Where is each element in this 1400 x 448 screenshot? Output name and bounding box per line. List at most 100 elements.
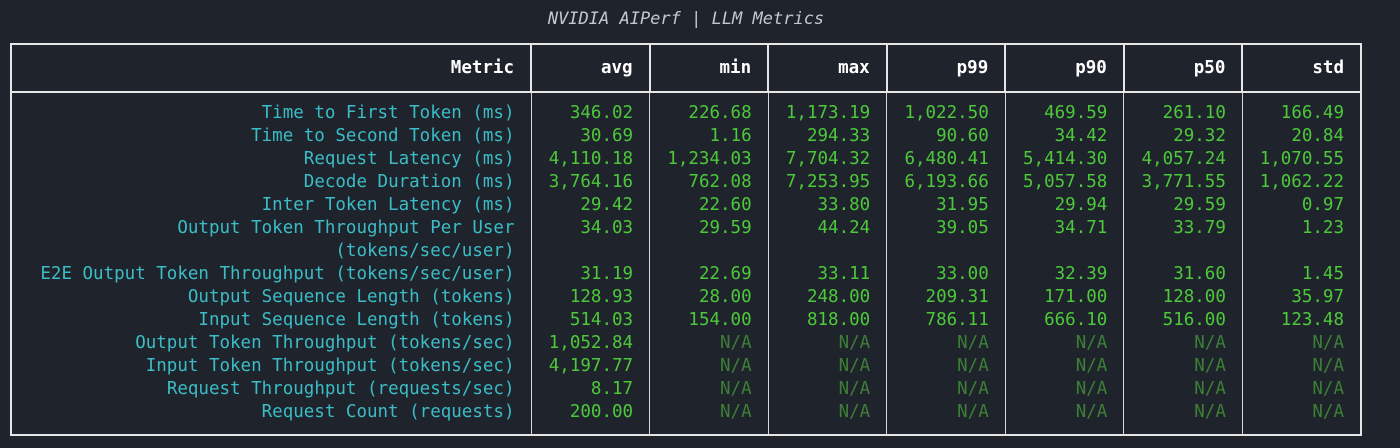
value-cell: 166.49 — [1241, 92, 1361, 125]
header-cell: p90 — [1004, 43, 1125, 93]
table-row: Decode Duration (ms) 3,764.16 762.08 7,253.… — [11, 171, 1361, 194]
value-cell: 1,173.19 — [767, 92, 887, 125]
value-cell: 171.00 — [1004, 286, 1124, 309]
table-row: Request Throughput (requests/sec) 8.17 N/A… — [11, 378, 1361, 401]
header-row: Metric avg min max p99 p90 p50 std — [10, 43, 1362, 93]
value-cell: 7,253.95 — [767, 171, 887, 194]
value-cell: 294.33 — [767, 125, 887, 148]
value-cell: 0.97 — [1241, 194, 1361, 217]
value-cell: N/A — [1241, 401, 1361, 435]
value-cell: N/A — [1123, 355, 1243, 378]
value-cell: 32.39 — [1004, 263, 1124, 286]
value-cell: 33.79 — [1123, 217, 1243, 263]
value-cell: 4,057.24 — [1123, 148, 1243, 171]
value-cell: 1.45 — [1241, 263, 1361, 286]
metric-name: Input Token Throughput (tokens/sec) — [145, 356, 515, 376]
value-cell: 20.84 — [1241, 125, 1361, 148]
table-row: Time to First Token (ms) 346.02 226.68 1,17… — [11, 92, 1361, 125]
value-cell: N/A — [886, 401, 1006, 435]
value-cell: 6,193.66 — [886, 171, 1006, 194]
value-cell: 1.16 — [649, 125, 769, 148]
value-cell: 514.03 — [530, 309, 650, 332]
value-cell: 8.17 — [530, 378, 650, 401]
value-cell: 31.19 — [530, 263, 650, 286]
value-cell: 1,022.50 — [886, 92, 1006, 125]
value-cell: 28.00 — [649, 286, 769, 309]
value-cell: N/A — [649, 332, 769, 355]
metric-name: E2E Output Token Throughput (tokens/sec/… — [40, 264, 515, 284]
header-cell: avg — [530, 43, 651, 93]
value-cell: 39.05 — [886, 217, 1006, 263]
value-cell: 128.93 — [530, 286, 650, 309]
metric-name: Time to First Token (ms) — [261, 103, 515, 123]
value-cell: 4,110.18 — [530, 148, 650, 171]
metric-name: Input Sequence Length (tokens) — [198, 310, 515, 330]
value-cell: 1,062.22 — [1241, 171, 1361, 194]
metric-name: Output Sequence Length (tokens) — [187, 287, 515, 307]
metric-name: Request Latency (ms) — [303, 149, 515, 169]
value-cell: N/A — [767, 355, 887, 378]
metric-name: Request Count (requests) — [261, 402, 515, 422]
metric-name: Output Token Throughput (tokens/sec) — [135, 333, 515, 353]
value-cell: N/A — [1123, 378, 1243, 401]
table-row: Request Count (requests) 200.00 N/A N/A N/A N… — [11, 401, 1361, 435]
metric-name: Decode Duration (ms) — [303, 172, 515, 192]
value-cell: 666.10 — [1004, 309, 1124, 332]
value-cell: N/A — [1241, 332, 1361, 355]
value-cell: N/A — [886, 378, 1006, 401]
metrics-table: Metric avg min max p99 p90 p50 std Time to Firs… — [10, 43, 1362, 436]
header-cell: std — [1241, 43, 1362, 93]
table-title: NVIDIA AIPerf | LLM Metrics — [547, 9, 825, 29]
value-cell: 29.94 — [1004, 194, 1124, 217]
value-cell: 33.11 — [767, 263, 887, 286]
value-cell: N/A — [1241, 355, 1361, 378]
value-cell: N/A — [1123, 401, 1243, 435]
value-cell: 3,764.16 — [530, 171, 650, 194]
value-cell: 31.60 — [1123, 263, 1243, 286]
value-cell: 762.08 — [649, 171, 769, 194]
value-cell: 44.24 — [767, 217, 887, 263]
value-cell: 29.59 — [649, 217, 769, 263]
value-cell: 29.42 — [530, 194, 650, 217]
metric-name: Inter Token Latency (ms) — [261, 195, 515, 215]
value-cell: 5,414.30 — [1004, 148, 1124, 171]
value-cell: 469.59 — [1004, 92, 1124, 125]
header-cell: p99 — [885, 43, 1007, 93]
value-cell: 154.00 — [649, 309, 769, 332]
value-cell: N/A — [886, 355, 1006, 378]
table-row: Input Sequence Length (tokens) 514.03 154.… — [11, 309, 1361, 332]
value-cell: 516.00 — [1123, 309, 1243, 332]
value-cell: N/A — [886, 332, 1006, 355]
value-cell: 34.71 — [1004, 217, 1124, 263]
value-cell: N/A — [649, 378, 769, 401]
table-header: Metric avg min max p99 p90 p50 std — [10, 43, 1362, 93]
value-cell: 818.00 — [767, 309, 887, 332]
table-row: Inter Token Latency (ms) 29.42 22.60 33.80 3… — [11, 194, 1361, 217]
value-cell: 5,057.58 — [1004, 171, 1124, 194]
value-cell: 346.02 — [530, 92, 650, 125]
table-row: E2E Output Token Throughput (tokens/sec/… — [11, 263, 1361, 286]
value-cell: 34.42 — [1004, 125, 1124, 148]
value-cell: N/A — [1004, 355, 1124, 378]
value-cell: 200.00 — [530, 401, 650, 435]
value-cell: 35.97 — [1241, 286, 1361, 309]
metric-name: Output Token Throughput Per User (tokens… — [177, 218, 515, 261]
value-cell: N/A — [1123, 332, 1243, 355]
value-cell: 1,234.03 — [649, 148, 769, 171]
value-cell: N/A — [1241, 378, 1361, 401]
value-cell: 226.68 — [649, 92, 769, 125]
value-cell: 786.11 — [886, 309, 1006, 332]
value-cell: 30.69 — [530, 125, 650, 148]
table-body: Time to First Token (ms) 346.02 226.68 1,17… — [11, 92, 1361, 435]
value-cell: 1,070.55 — [1241, 148, 1361, 171]
value-cell: 123.48 — [1241, 309, 1361, 332]
value-cell: N/A — [1004, 378, 1124, 401]
value-cell: N/A — [767, 378, 887, 401]
value-cell: N/A — [1004, 401, 1124, 435]
value-cell: 4,197.77 — [530, 355, 650, 378]
metric-name: Request Throughput (requests/sec) — [166, 379, 515, 399]
header-cell: max — [767, 43, 888, 93]
value-cell: 209.31 — [886, 286, 1006, 309]
value-cell: 29.59 — [1123, 194, 1243, 217]
